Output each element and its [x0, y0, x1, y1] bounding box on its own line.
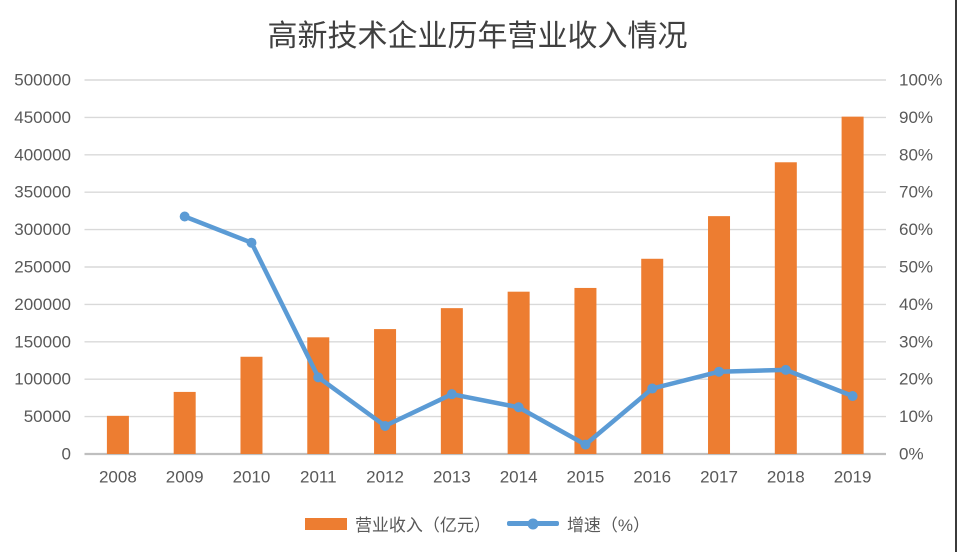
y-axis-right-label: 30%	[899, 332, 933, 351]
growth-marker	[380, 420, 391, 431]
chart-title: 高新技术企业历年营业收入情况	[267, 20, 688, 53]
y-axis-left-label: 450000	[14, 108, 71, 127]
revenue-bar	[173, 391, 196, 454]
x-axis-label: 2011	[300, 468, 337, 487]
growth-marker	[446, 389, 457, 400]
y-axis-left-label: 50000	[24, 407, 71, 426]
revenue-bar	[374, 329, 397, 454]
revenue-bar	[708, 216, 731, 454]
y-axis-left-label: 500000	[14, 71, 71, 90]
revenue-bar	[507, 291, 530, 454]
x-axis-label: 2014	[500, 468, 538, 487]
growth-marker	[647, 383, 658, 394]
revenue-series-label: 营业收入（亿元）	[354, 516, 491, 535]
revenue-bar	[774, 162, 797, 454]
growth-marker	[313, 372, 324, 383]
growth-marker	[714, 366, 725, 377]
x-axis-label: 2008	[99, 468, 137, 487]
growth-series-line-icon	[506, 518, 559, 529]
growth-marker	[179, 211, 190, 222]
y-axis-left-label: 250000	[14, 258, 71, 277]
revenue-bar	[307, 337, 330, 454]
x-axis-label: 2015	[567, 468, 605, 487]
x-axis-label: 2016	[633, 468, 671, 487]
y-axis-right-label: 70%	[899, 183, 933, 202]
growth-marker	[246, 237, 257, 248]
revenue-bar	[240, 356, 263, 454]
revenue-bar	[440, 308, 463, 454]
revenue-bar	[641, 258, 664, 454]
y-axis-right-label: 50%	[899, 258, 933, 277]
x-axis-label: 2010	[233, 468, 271, 487]
legend-item-revenue: 营业收入（亿元）	[304, 511, 491, 536]
y-axis-left-label: 350000	[14, 183, 71, 202]
revenue-bar	[106, 415, 129, 454]
y-axis-left-label: 200000	[14, 295, 71, 314]
growth-marker	[847, 391, 858, 402]
x-axis-label: 2009	[166, 468, 204, 487]
x-axis-label: 2018	[767, 468, 805, 487]
growth-series-label: 增速（%）	[566, 516, 651, 535]
revenue-bar	[574, 287, 597, 454]
growth-series-dot-icon	[527, 518, 539, 529]
legend-item-growth: 增速（%）	[506, 511, 651, 536]
y-axis-left-label: 0	[62, 445, 71, 464]
y-axis-right-label: 60%	[899, 220, 933, 239]
y-axis-right-label: 80%	[899, 145, 933, 164]
y-axis-left-label: 150000	[14, 332, 71, 351]
x-axis-label: 2012	[366, 468, 404, 487]
x-axis-label: 2013	[433, 468, 471, 487]
x-axis-label: 2019	[834, 468, 872, 487]
y-axis-right-label: 40%	[899, 295, 933, 314]
revenue-bar	[841, 116, 864, 454]
growth-marker	[780, 364, 791, 375]
chart-legend: 营业收入（亿元） 增速（%）	[0, 511, 955, 536]
revenue-series-swatch-icon	[304, 517, 347, 530]
y-axis-right-label: 20%	[899, 370, 933, 389]
y-axis-right-label: 10%	[899, 407, 933, 426]
y-axis-right-label: 100%	[899, 71, 942, 90]
growth-marker	[580, 439, 591, 450]
y-axis-right-label: 90%	[899, 108, 933, 127]
y-axis-right-label: 0%	[899, 445, 924, 464]
x-axis-label: 2017	[700, 468, 738, 487]
y-axis-left-label: 100000	[14, 370, 71, 389]
y-axis-left-label: 300000	[14, 220, 71, 239]
growth-marker	[513, 402, 524, 413]
y-axis-left-label: 400000	[14, 145, 71, 164]
